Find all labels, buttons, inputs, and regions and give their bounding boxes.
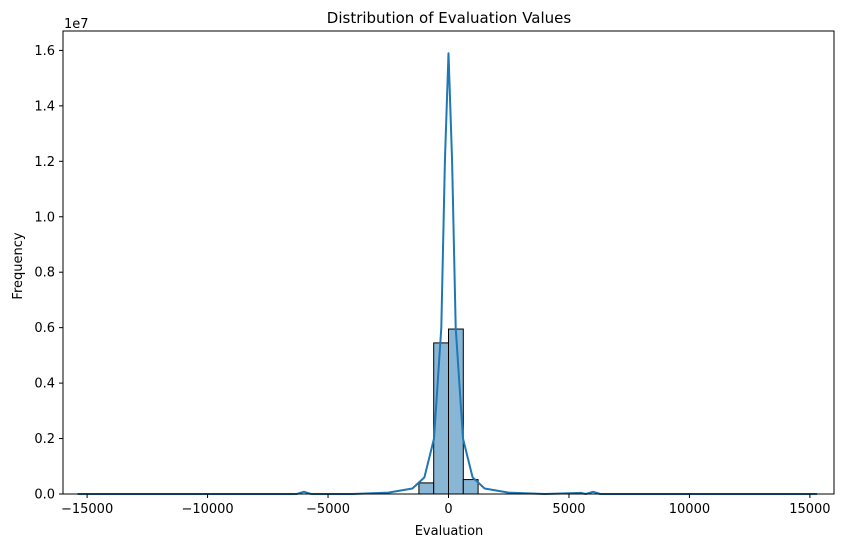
y-tick-label-8: 1.6 <box>34 44 55 59</box>
x-tick-label-6: 15000 <box>789 502 830 517</box>
histogram-bar-0 <box>418 482 435 495</box>
y-offset-text: 1e7 <box>64 17 89 32</box>
chart-title: Distribution of Evaluation Values <box>327 9 572 27</box>
x-tick-label-3: 0 <box>444 502 452 517</box>
x-axis-label: Evaluation <box>415 524 484 539</box>
y-tick-label-5: 1.0 <box>34 210 55 225</box>
x-tick-label-2: −5000 <box>306 502 350 517</box>
y-tick-label-2: 0.4 <box>34 377 55 392</box>
y-tick-label-6: 1.2 <box>34 155 55 170</box>
x-tick-label-4: 5000 <box>552 502 585 517</box>
x-axis: −15000 −10000 −5000 0 5000 10000 15000 <box>61 494 831 517</box>
y-axis-label: Frequency <box>11 232 26 299</box>
y-tick-label-3: 0.6 <box>34 321 55 336</box>
plot-frame <box>62 30 835 495</box>
kde-line <box>77 52 818 495</box>
plot-area <box>77 52 818 495</box>
y-tick-label-1: 0.2 <box>34 432 55 447</box>
y-axis: 0.0 0.2 0.4 0.6 0.8 1.0 1.2 1.4 1.6 <box>34 44 63 503</box>
y-tick-label-4: 0.8 <box>34 266 55 281</box>
x-tick-label-1: −10000 <box>181 502 233 517</box>
x-tick-label-0: −15000 <box>61 502 113 517</box>
x-tick-label-5: 10000 <box>669 502 710 517</box>
y-tick-label-7: 1.4 <box>34 99 55 114</box>
y-tick-label-0: 0.0 <box>34 488 55 503</box>
